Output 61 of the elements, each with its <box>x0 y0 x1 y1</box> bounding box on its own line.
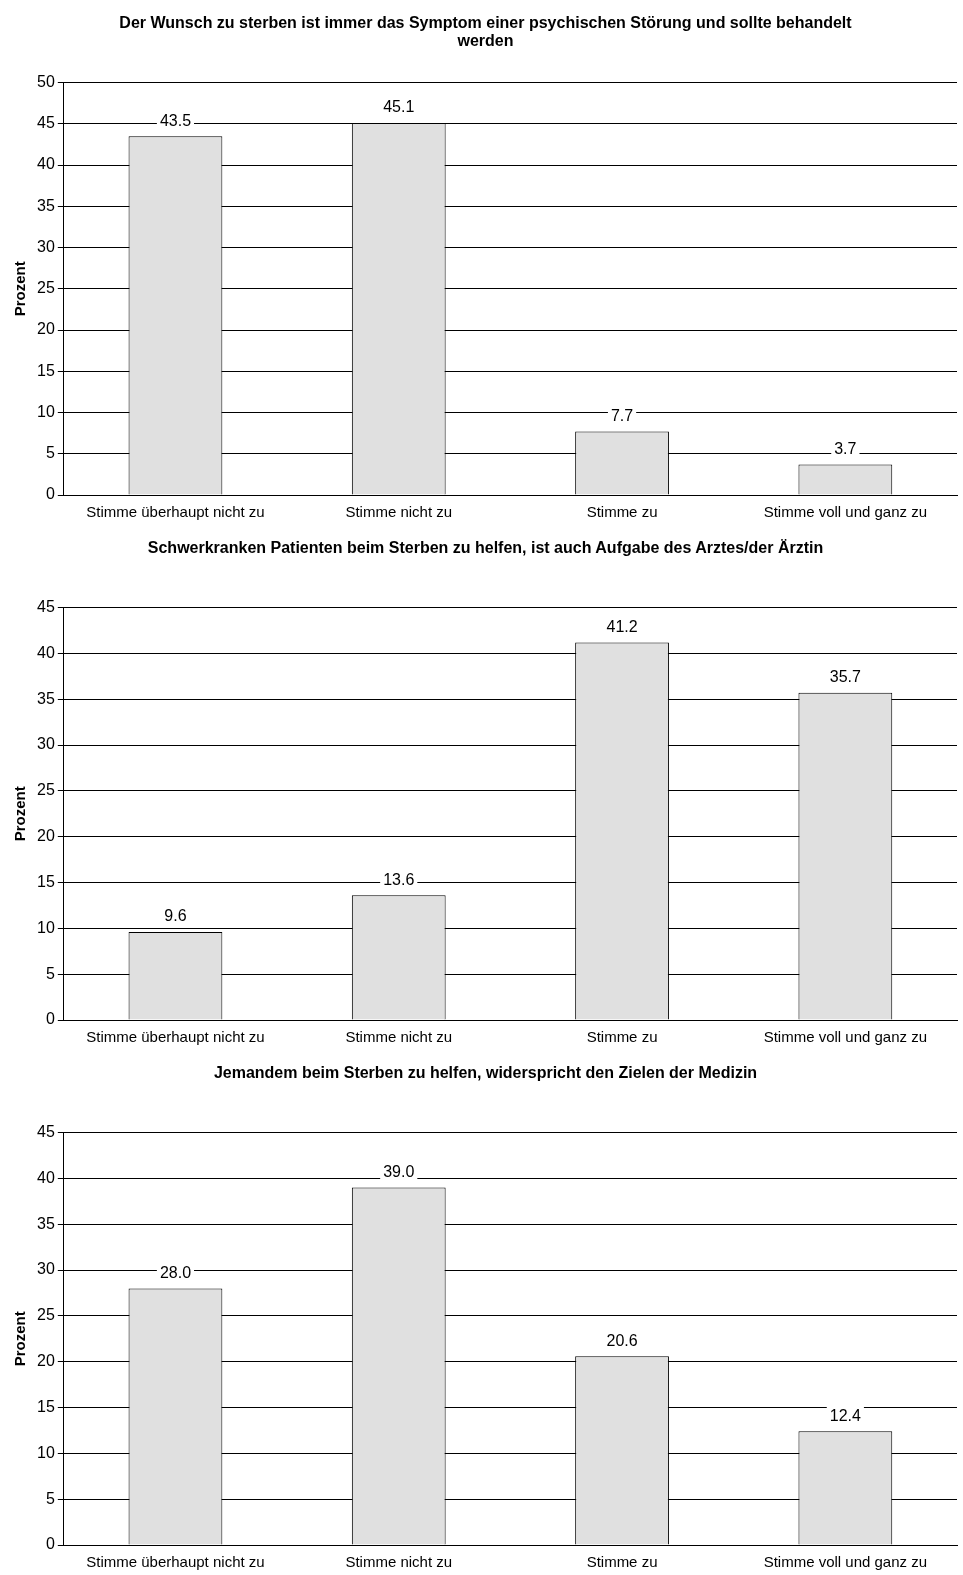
x-tick-label: Stimme voll und ganz zu <box>763 1028 928 1046</box>
y-tick-label: 40 <box>37 643 55 661</box>
x-tick-label: Stimme zu <box>586 1028 658 1046</box>
y-tick-label: 35 <box>37 1214 55 1232</box>
chart-title: Schwerkranken Patienten beim Sterben zu helfen, ist auch Aufgabe des Arztes/der Ärztin <box>146 538 825 558</box>
y-tick-label: 10 <box>37 402 55 420</box>
data-label: 7.7 <box>610 406 634 424</box>
data-label: 41.2 <box>606 617 638 635</box>
x-tick-label: Stimme voll und ganz zu <box>763 1553 928 1571</box>
data-label: 45.1 <box>383 98 415 116</box>
y-tick-label: 35 <box>37 196 55 214</box>
y-tick-label: 30 <box>37 1260 55 1278</box>
x-tick-label: Stimme zu <box>586 503 658 521</box>
y-tick-label: 50 <box>37 73 55 91</box>
y-tick-label: 10 <box>37 918 55 936</box>
x-tick-label: Stimme nicht zu <box>345 503 453 521</box>
y-tick-label: 5 <box>45 964 55 982</box>
y-tick-label: 30 <box>37 735 55 753</box>
y-tick-label: 0 <box>45 1535 55 1553</box>
data-label: 43.5 <box>159 111 192 129</box>
data-label: 39.0 <box>383 1162 415 1180</box>
y-tick-label: 5 <box>45 1489 55 1507</box>
y-tick-label: 40 <box>37 1168 55 1186</box>
y-tick-label: 0 <box>45 1010 55 1028</box>
y-tick-label: 25 <box>37 781 55 799</box>
y-tick-label: 0 <box>45 485 55 503</box>
chart-title: Der Wunsch zu sterben ist immer das Symptom einer psychischen Störung und sollte behandelt werden <box>118 13 853 51</box>
data-label: 28.0 <box>159 1263 192 1281</box>
data-label: 3.7 <box>834 439 857 457</box>
y-axis-title: Prozent <box>11 786 29 842</box>
chart-title: Jemandem beim Sterben zu helfen, widerspricht den Zielen der Medizin <box>212 1063 759 1083</box>
y-tick-label: 35 <box>37 689 55 707</box>
y-tick-label: 40 <box>37 155 55 173</box>
x-tick-label: Stimme zu <box>586 1553 658 1571</box>
y-tick-label: 30 <box>37 237 55 255</box>
x-tick-label: Stimme nicht zu <box>345 1553 453 1571</box>
y-tick-label: 10 <box>37 1443 55 1461</box>
data-label: 13.6 <box>383 870 415 888</box>
y-tick-label: 45 <box>37 1123 55 1141</box>
y-tick-label: 25 <box>37 279 55 297</box>
x-tick-label: Stimme überhaupt nicht zu <box>86 1028 265 1046</box>
y-axis-title: Prozent <box>11 261 29 317</box>
y-tick-label: 20 <box>37 827 55 845</box>
x-tick-label: Stimme voll und ganz zu <box>763 503 928 521</box>
y-tick-label: 20 <box>37 320 55 338</box>
y-axis-title: Prozent <box>11 1311 29 1367</box>
y-tick-label: 20 <box>37 1352 55 1370</box>
y-tick-label: 25 <box>37 1306 55 1324</box>
data-label: 9.6 <box>164 907 187 925</box>
x-tick-label: Stimme nicht zu <box>345 1028 453 1046</box>
x-tick-label: Stimme überhaupt nicht zu <box>86 1553 265 1571</box>
y-tick-label: 15 <box>37 361 55 379</box>
y-tick-label: 15 <box>37 872 55 890</box>
y-tick-label: 45 <box>37 598 55 616</box>
data-label: 12.4 <box>829 1406 862 1424</box>
y-tick-label: 45 <box>37 114 55 132</box>
data-label: 20.6 <box>606 1331 638 1349</box>
x-tick-label: Stimme überhaupt nicht zu <box>86 503 265 521</box>
y-tick-label: 5 <box>45 444 55 462</box>
data-label: 35.7 <box>829 668 862 686</box>
y-tick-label: 15 <box>37 1397 55 1415</box>
